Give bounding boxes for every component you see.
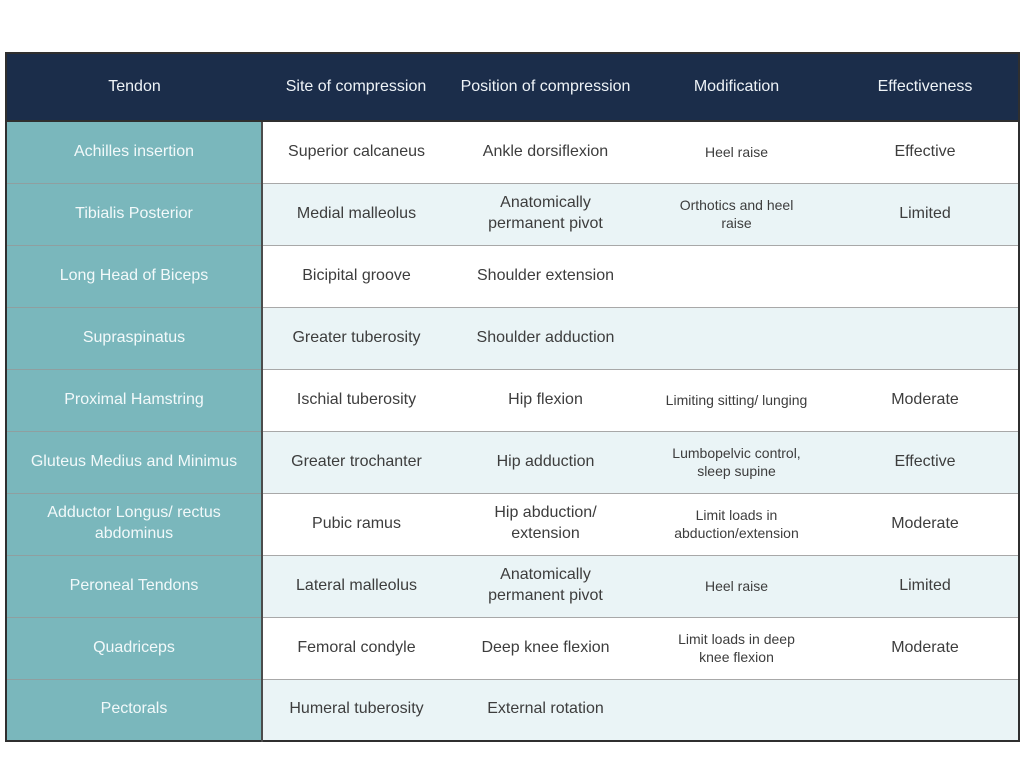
cell-position: Deep knee flexion [450,616,641,679]
cell-position: Ankle dorsiflexion [450,121,641,183]
header-row: Tendon Site of compression Position of c… [6,53,1019,122]
cell-modification: Heel raise [641,554,832,617]
cell-tendon: Supraspinatus [6,306,263,369]
cell-tendon: Proximal Hamstring [6,368,263,431]
table-row: Long Head of Biceps Bicipital groove Shoul… [6,244,1019,307]
cell-tendon: Long Head of Biceps [6,244,263,307]
cell-modification: Heel raise [641,121,832,183]
cell-effectiveness: Moderate [832,616,1019,679]
table-row: Peroneal Tendons Lateral malleolus Anatomi… [6,554,1019,617]
cell-position: Anatomically permanent pivot [450,182,641,245]
tendon-compression-table: Tendon Site of compression Position of c… [5,52,1020,742]
cell-tendon: Peroneal Tendons [6,554,263,617]
cell-effectiveness [832,678,1019,741]
table-row: Gluteus Medius and Minimus Greater trocha… [6,430,1019,493]
column-header-position: Position of compression [450,53,641,122]
cell-position: Hip flexion [450,368,641,431]
table-header: Tendon Site of compression Position of c… [6,53,1019,122]
cell-site: Femoral condyle [262,616,450,679]
cell-modification [641,678,832,741]
cell-effectiveness [832,306,1019,369]
cell-tendon: Quadriceps [6,616,263,679]
cell-position: Shoulder adduction [450,306,641,369]
table-row: Tibialis Posterior Medial malleolus Anatom… [6,182,1019,245]
table-row: Achilles insertion Superior calcaneus Ankl… [6,121,1019,183]
cell-modification: Limit loads in abduction/extension [641,492,832,555]
table-row: Pectorals Humeral tuberosity External rota… [6,678,1019,741]
cell-effectiveness [832,244,1019,307]
cell-site: Greater trochanter [262,430,450,493]
table-row: Quadriceps Femoral condyle Deep knee flexi… [6,616,1019,679]
cell-position: Anatomically permanent pivot [450,554,641,617]
cell-effectiveness: Moderate [832,492,1019,555]
cell-site: Greater tuberosity [262,306,450,369]
cell-tendon: Adductor Longus/ rectus abdominus [6,492,263,555]
cell-modification: Limiting sitting/ lunging [641,368,832,431]
cell-site: Superior calcaneus [262,121,450,183]
cell-modification: Orthotics and heel raise [641,182,832,245]
column-header-modification: Modification [641,53,832,122]
cell-site: Humeral tuberosity [262,678,450,741]
cell-position: External rotation [450,678,641,741]
cell-effectiveness: Effective [832,121,1019,183]
cell-position: Hip adduction [450,430,641,493]
cell-site: Medial malleolus [262,182,450,245]
cell-tendon: Achilles insertion [6,121,263,183]
cell-site: Lateral malleolus [262,554,450,617]
table-row: Supraspinatus Greater tuberosity Shoulder … [6,306,1019,369]
cell-effectiveness: Limited [832,182,1019,245]
cell-effectiveness: Limited [832,554,1019,617]
cell-effectiveness: Moderate [832,368,1019,431]
cell-modification [641,244,832,307]
cell-position: Hip abduction/ extension [450,492,641,555]
cell-position: Shoulder extension [450,244,641,307]
table-row: Adductor Longus/ rectus abdominus Pubic r… [6,492,1019,555]
column-header-effectiveness: Effectiveness [832,53,1019,122]
cell-tendon: Gluteus Medius and Minimus [6,430,263,493]
cell-modification: Lumbopelvic control, sleep supine [641,430,832,493]
cell-site: Bicipital groove [262,244,450,307]
cell-modification: Limit loads in deep knee flexion [641,616,832,679]
cell-site: Ischial tuberosity [262,368,450,431]
table-body: Achilles insertion Superior calcaneus Ankl… [6,121,1019,741]
column-header-site: Site of compression [262,53,450,122]
table-row: Proximal Hamstring Ischial tuberosity Hip … [6,368,1019,431]
cell-modification [641,306,832,369]
cell-tendon: Tibialis Posterior [6,182,263,245]
column-header-tendon: Tendon [6,53,262,122]
cell-tendon: Pectorals [6,678,263,741]
cell-effectiveness: Effective [832,430,1019,493]
cell-site: Pubic ramus [262,492,450,555]
